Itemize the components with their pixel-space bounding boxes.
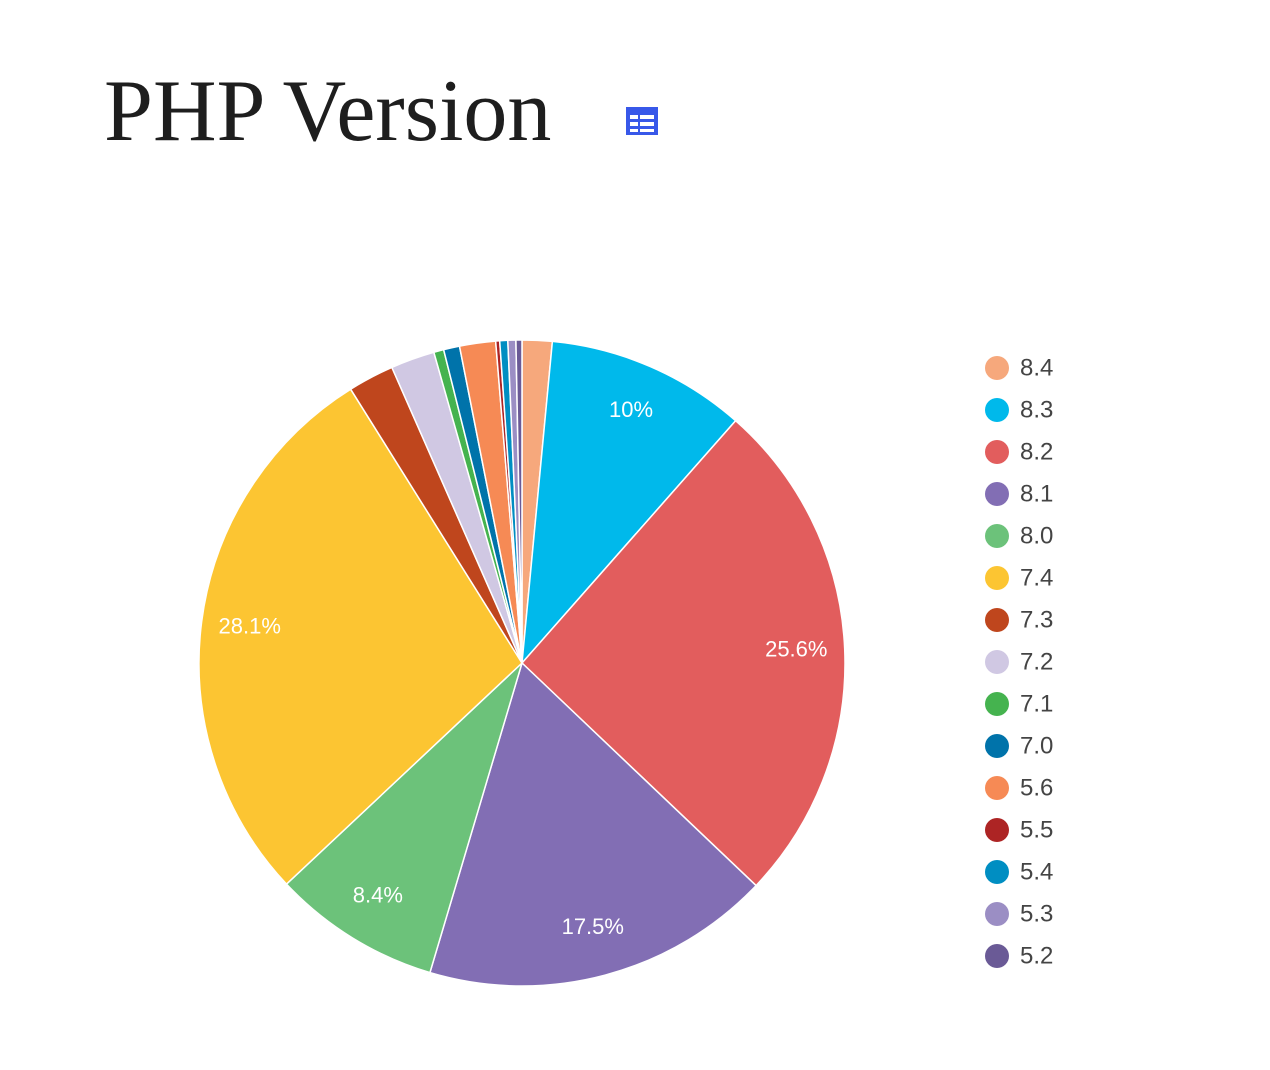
slice-label: 17.5% — [562, 914, 624, 939]
pie-slice — [515, 339, 523, 664]
legend-marker — [985, 776, 1009, 800]
legend-label: 7.0 — [1020, 732, 1053, 759]
legend-marker — [985, 356, 1009, 380]
legend-marker — [985, 608, 1009, 632]
legend-marker — [985, 650, 1009, 674]
legend-label: 5.2 — [1020, 942, 1053, 969]
legend-label: 5.6 — [1020, 774, 1053, 801]
slice-label: 25.6% — [765, 637, 827, 662]
legend-label: 7.1 — [1020, 690, 1053, 717]
legend-marker — [985, 734, 1009, 758]
icon-row — [630, 115, 654, 119]
legend-marker — [985, 566, 1009, 590]
legend-label: 5.5 — [1020, 816, 1053, 843]
pie-slice — [521, 340, 737, 666]
pie-slice — [429, 661, 758, 987]
legend-label: 7.4 — [1020, 564, 1053, 591]
pie-slice — [285, 660, 524, 974]
legend-label: 5.4 — [1020, 858, 1053, 885]
legend-marker — [985, 818, 1009, 842]
legend-marker — [985, 524, 1009, 548]
legend-label: 8.4 — [1020, 354, 1053, 381]
legend-label: 7.3 — [1020, 606, 1053, 633]
slice-label: 28.1% — [219, 614, 281, 639]
legend-marker — [985, 860, 1009, 884]
legend-marker — [985, 902, 1009, 926]
icon-row — [630, 129, 654, 132]
icon-row — [630, 122, 654, 126]
legend-label: 5.3 — [1020, 900, 1053, 927]
legend-label: 8.3 — [1020, 396, 1053, 423]
legend-label: 8.1 — [1020, 480, 1053, 507]
slice-label: 8.4% — [353, 882, 403, 907]
table-view-icon[interactable] — [626, 107, 658, 135]
slice-label: 10% — [609, 397, 653, 422]
legend-label: 8.0 — [1020, 522, 1053, 549]
legend-marker — [985, 398, 1009, 422]
legend-label: 7.2 — [1020, 648, 1053, 675]
legend-marker — [985, 440, 1009, 464]
legend-marker — [985, 692, 1009, 716]
legend-marker — [985, 482, 1009, 506]
pie-slice — [520, 419, 846, 887]
pie-slice — [198, 388, 523, 886]
chart-title: PHP Version — [104, 63, 551, 160]
legend-label: 8.2 — [1020, 438, 1053, 465]
legend-marker — [985, 944, 1009, 968]
icon-col — [638, 115, 640, 132]
